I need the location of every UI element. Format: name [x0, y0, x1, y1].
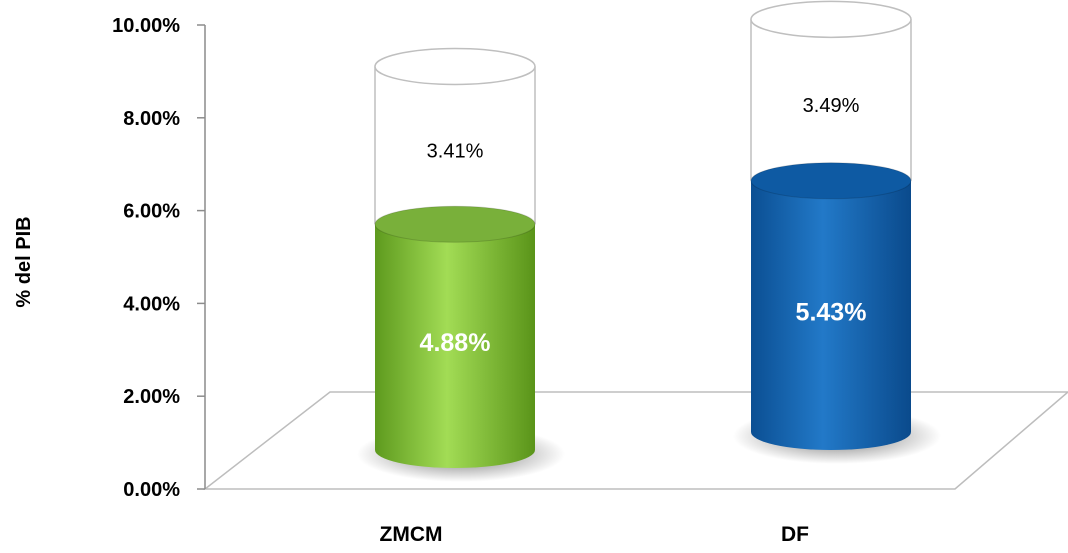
bar-cap [750, 0, 912, 39]
bar-cap [374, 47, 536, 86]
y-tick-label: 6.00% [123, 201, 180, 223]
x-category-label: DF [781, 523, 809, 546]
bar-fill [375, 224, 535, 468]
y-tick-label: 2.00% [123, 386, 180, 408]
y-tick-label: 8.00% [123, 108, 180, 130]
y-tick-label: 0.00% [123, 479, 180, 501]
bar-value-label: 4.88% [420, 329, 491, 357]
x-axis-categories: ZMCM DF [380, 523, 810, 546]
bar-remaining-label: 3.41% [427, 140, 484, 162]
bar-fill-top [750, 162, 912, 200]
y-tick-label: 4.00% [123, 293, 180, 315]
chart-floor [202, 391, 1068, 490]
bar-fill-top [374, 205, 536, 243]
bar-value-label: 5.43% [796, 298, 867, 326]
bar-remaining-label: 3.49% [803, 95, 860, 117]
bar-empty-outline [374, 66, 536, 225]
bar-fill [751, 180, 911, 451]
x-category-label: ZMCM [380, 523, 443, 546]
bars: 4.88% 3.41% 5.43% 3.49% [357, 0, 941, 482]
bar-empty-outline [750, 19, 912, 181]
y-axis-label: % del PIB [13, 216, 35, 307]
y-tick-label: 10.00% [112, 15, 180, 37]
y-axis-ticks: 0.00% 2.00% 4.00% 6.00% 8.00% 10.00% [112, 15, 205, 501]
